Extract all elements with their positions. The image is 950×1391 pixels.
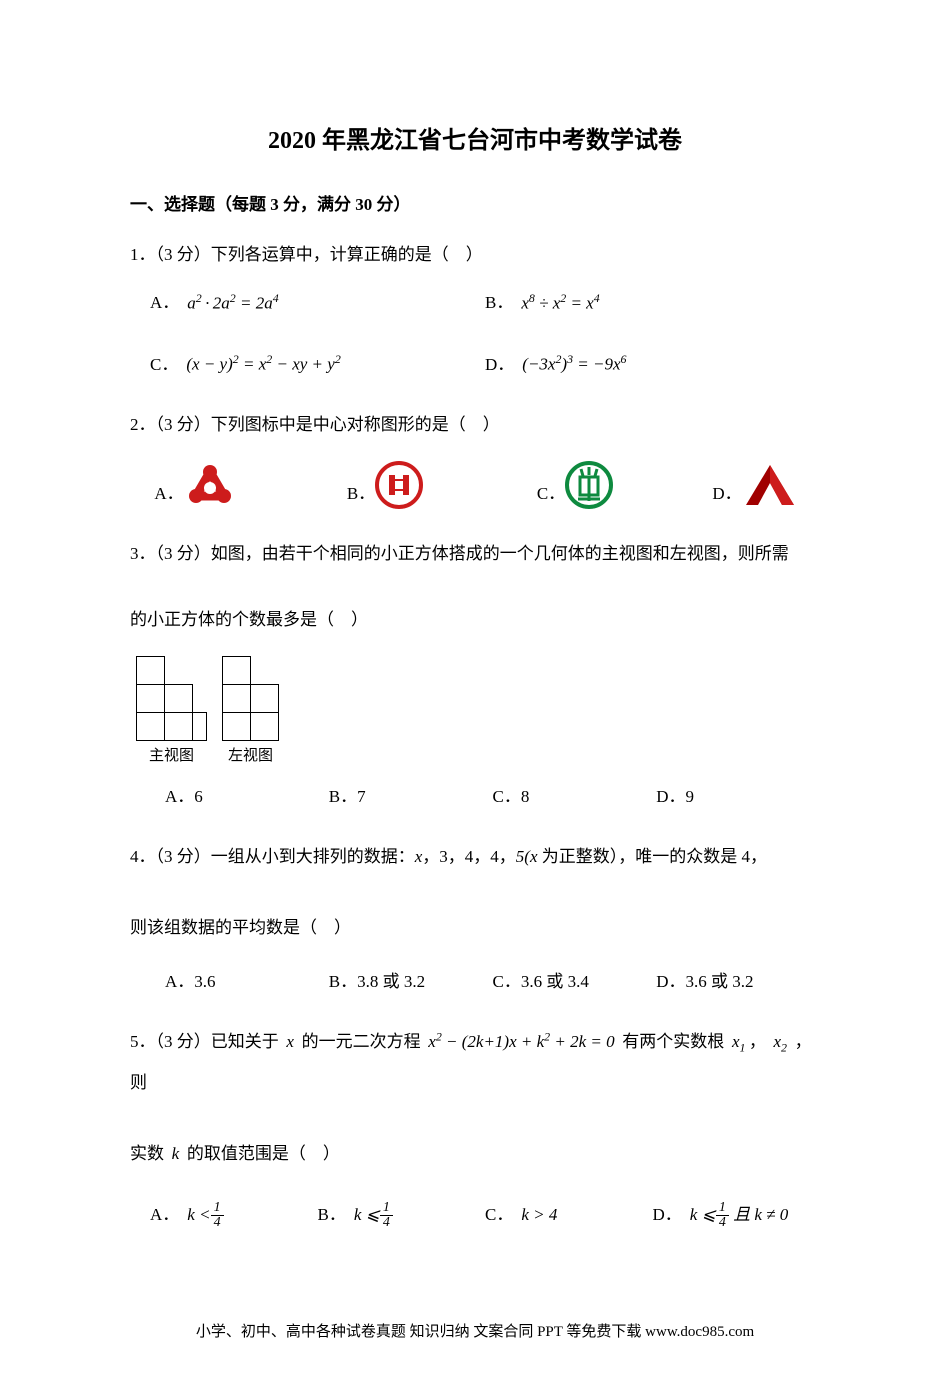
q2-c-label: C．	[537, 479, 565, 510]
q4-stem2: 则该组数据的平均数是（ ）	[130, 908, 820, 949]
q1-opt-b: B． x8 ÷ x2 = x4	[485, 288, 820, 319]
left-view: 左视图	[222, 656, 279, 770]
q3-opt-a: A．6	[165, 782, 329, 813]
main-view: 主视图	[136, 656, 207, 770]
q2-a-label: A．	[154, 479, 183, 510]
section-header: 一、选择题（每题 3 分，满分 30 分）	[130, 190, 820, 215]
q5-s1-pre: 5．（3 分）已知关于	[130, 1032, 279, 1051]
question-5: 5．（3 分）已知关于 x 的一元二次方程 x2 − (2k+1)x + k2 …	[130, 1022, 820, 1230]
main-view-label: 主视图	[136, 743, 207, 770]
document-title: 2020 年黑龙江省七台河市中考数学试卷	[130, 120, 820, 155]
question-3: 3．（3 分）如图，由若干个相同的小正方体搭成的一个几何体的主视图和左视图，则所…	[130, 534, 820, 812]
q4-opt-c: C．3.6 或 3.4	[493, 967, 657, 998]
q4-opt-a: A．3.6	[165, 967, 329, 998]
q2-opt-d: D．	[690, 461, 820, 509]
q5-s2-post: 的取值范围是	[187, 1144, 289, 1163]
page-footer: 小学、初中、高中各种试卷真题 知识归纳 文案合同 PPT 等免费下载 www.d…	[130, 1320, 820, 1341]
q5-s1-mid: 的一元二次方程	[302, 1032, 421, 1051]
logo-b-icon	[375, 461, 423, 509]
logo-d-icon	[742, 461, 798, 509]
q4-opt-b: B．3.8 或 3.2	[329, 967, 493, 998]
q1-stem: 1．（3 分）下列各运算中，计算正确的是（ ）	[130, 235, 820, 276]
left-view-label: 左视图	[222, 743, 279, 770]
question-1: 1．（3 分）下列各运算中，计算正确的是（ ） A． a2 · 2a2 = 2a…	[130, 235, 820, 380]
q4-s2-text: 则该组数据的平均数是	[130, 918, 300, 937]
q2-opt-b: B．	[320, 461, 450, 509]
q3-stem2: 的小正方体的个数最多是（ ）	[130, 600, 820, 641]
q3-stem1: 3．（3 分）如图，由若干个相同的小正方体搭成的一个几何体的主视图和左视图，则所…	[130, 534, 820, 575]
page-container: 2020 年黑龙江省七台河市中考数学试卷 一、选择题（每题 3 分，满分 30 …	[0, 0, 950, 1391]
q2-b-label: B．	[347, 479, 375, 510]
logo-a-icon	[184, 461, 236, 509]
q5-stem2: 实数 k 的取值范围是（ ）	[130, 1134, 820, 1175]
question-2: 2．（3 分）下列图标中是中心对称图形的是（ ） A． B．	[130, 405, 820, 509]
q2-d-label: D．	[712, 479, 741, 510]
q5-s1-post: 有两个实数根	[622, 1032, 724, 1051]
q2-opt-a: A．	[130, 461, 260, 509]
q2-stem-text: 2．（3 分）下列图标中是中心对称图形的是	[130, 415, 449, 434]
q4-s1-mid: ，3，4，4，	[422, 847, 516, 866]
q2-stem: 2．（3 分）下列图标中是中心对称图形的是（ ）	[130, 405, 820, 446]
q5-opt-d: D． k ⩽ 14 且 k ≠ 0	[653, 1200, 821, 1231]
q4-stem1: 4．（3 分）一组从小到大排列的数据：x，3，4，4，5(x 为正整数），唯一的…	[130, 837, 820, 878]
q5-opt-b: B． k ⩽ 14	[318, 1200, 486, 1231]
q3-views: 主视图 左视图	[136, 656, 820, 770]
q5-opt-a: A． k < 14	[150, 1200, 318, 1231]
q1-opt-d: D． (−3x2)3 = −9x6	[485, 349, 820, 380]
q1-opt-c: C． (x − y)2 = x2 − xy + y2	[150, 349, 485, 380]
q4-s1-pre: 4．（3 分）一组从小到大排列的数据：	[130, 847, 415, 866]
q4-opt-d: D．3.6 或 3.2	[656, 967, 820, 998]
question-4: 4．（3 分）一组从小到大排列的数据：x，3，4，4，5(x 为正整数），唯一的…	[130, 837, 820, 997]
q4-s1-post: 为正整数），唯一的众数是 4，	[538, 847, 768, 866]
q1-stem-text: 1．（3 分）下列各运算中，计算正确的是	[130, 245, 432, 264]
q3-opt-c: C．8	[493, 782, 657, 813]
q5-stem1: 5．（3 分）已知关于 x 的一元二次方程 x2 − (2k+1)x + k2 …	[130, 1022, 820, 1104]
q2-opt-c: C．	[510, 461, 640, 509]
q3-stem2-text: 的小正方体的个数最多是	[130, 610, 317, 629]
logo-c-icon	[565, 461, 613, 509]
q1-opt-a: A． a2 · 2a2 = 2a4	[150, 288, 485, 319]
q3-opt-b: B．7	[329, 782, 493, 813]
q5-s2-pre: 实数	[130, 1144, 164, 1163]
q3-opt-d: D．9	[656, 782, 820, 813]
q5-opt-c: C． k > 4	[485, 1200, 653, 1231]
